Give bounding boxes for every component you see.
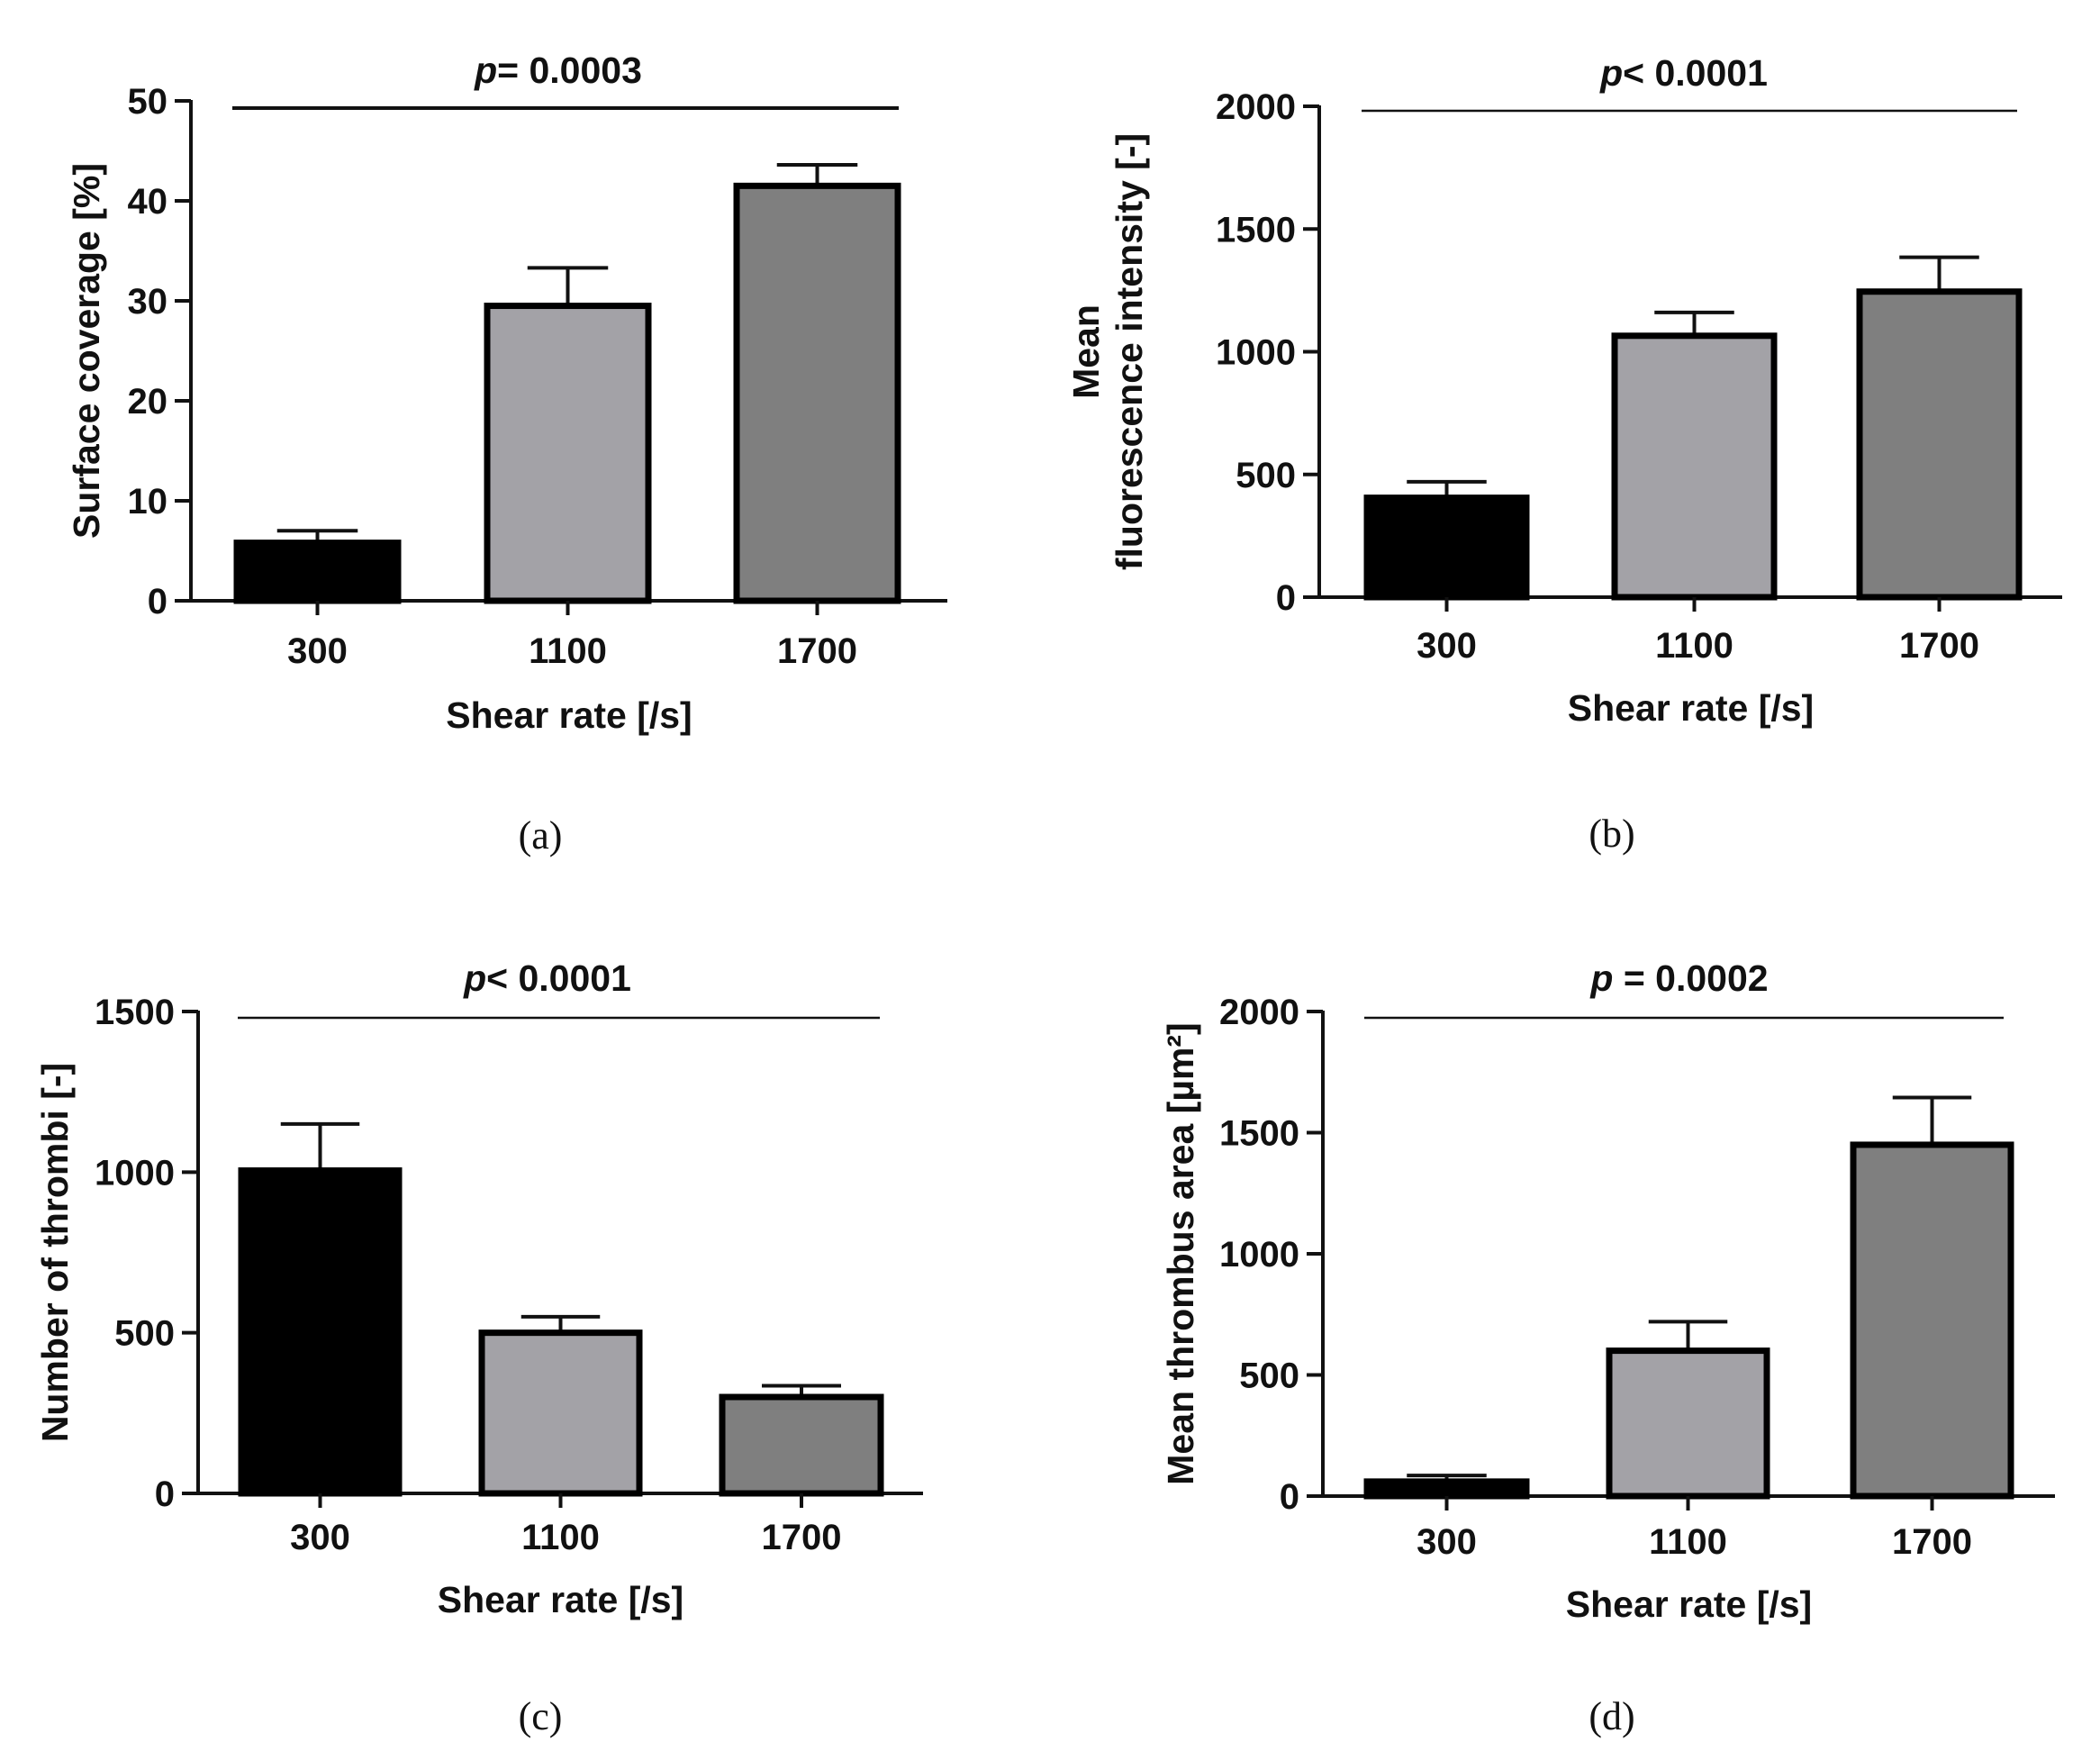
x-tick-label: 1100 bbox=[1649, 1522, 1727, 1562]
panel-caption: (d) bbox=[1589, 1694, 1634, 1738]
y-tick-label: 0 bbox=[155, 1474, 175, 1514]
bar-1700 bbox=[719, 1393, 884, 1497]
p-value-symbol: p bbox=[1589, 957, 1613, 999]
bar-1700 bbox=[1850, 1141, 2014, 1500]
y-axis-title: Number of thrombi [-] bbox=[34, 1063, 76, 1442]
y-axis-title-line: Surface coverage [%] bbox=[66, 163, 107, 539]
x-tick-label: 1700 bbox=[762, 1518, 842, 1557]
panel-caption: (a) bbox=[519, 813, 563, 857]
x-axis-title: Shear rate [/s] bbox=[446, 694, 692, 736]
y-tick-label: 0 bbox=[1280, 1477, 1299, 1517]
panel-caption: (b) bbox=[1589, 812, 1634, 856]
y-tick-label: 0 bbox=[1276, 578, 1296, 618]
p-value-symbol: p bbox=[463, 957, 486, 999]
y-axis-title: Surface coverage [%] bbox=[66, 163, 107, 539]
bar-300 bbox=[238, 1167, 403, 1497]
y-axis-title-line: Number of thrombi [-] bbox=[34, 1063, 76, 1442]
p-value-text: < 0.0001 bbox=[486, 957, 631, 999]
bar-1700 bbox=[733, 182, 901, 604]
p-value-text: = 0.0002 bbox=[1613, 957, 1768, 999]
p-value-text: = 0.0003 bbox=[497, 50, 642, 91]
p-value-label: p = 0.0002 bbox=[1589, 957, 1768, 999]
bar-300 bbox=[233, 540, 402, 604]
x-tick-label: 300 bbox=[1417, 626, 1477, 666]
y-tick-label: 500 bbox=[1239, 1356, 1299, 1396]
x-tick-label: 1100 bbox=[529, 631, 607, 671]
y-axis-title-line: Mean bbox=[1065, 304, 1107, 399]
p-value-label: p< 0.0001 bbox=[463, 957, 631, 999]
y-tick-label: 30 bbox=[128, 282, 168, 322]
y-tick-label: 1500 bbox=[1219, 1114, 1299, 1154]
panel-a: 0 10 20 30 40 50 300 1100 1700 Shear rate [/s] Sur… bbox=[66, 50, 947, 857]
bar-300 bbox=[1363, 494, 1530, 601]
p-value-label: p< 0.0001 bbox=[1599, 52, 1768, 94]
y-tick-label: 0 bbox=[148, 582, 167, 621]
y-tick-label: 1500 bbox=[1216, 210, 1296, 249]
y-tick-label: 50 bbox=[128, 82, 168, 122]
x-tick-label: 1700 bbox=[777, 631, 857, 671]
p-value-symbol: p bbox=[1599, 52, 1623, 94]
bar-1700 bbox=[1856, 288, 2023, 601]
bar-1100 bbox=[478, 1329, 643, 1497]
p-value-symbol: p bbox=[474, 50, 497, 91]
x-tick-label: 1700 bbox=[1899, 626, 1979, 666]
y-tick-label: 1000 bbox=[95, 1153, 175, 1193]
x-tick-label: 1700 bbox=[1892, 1522, 1972, 1562]
panel-d: 0 500 1000 1500 2000 300 1100 1700 Shear rate [/… bbox=[1160, 957, 2055, 1738]
y-tick-label: 2000 bbox=[1216, 87, 1296, 127]
y-axis-title: Meanfluorescence intensity [-] bbox=[1065, 133, 1150, 570]
y-tick-label: 20 bbox=[128, 382, 168, 422]
y-tick-label: 2000 bbox=[1219, 993, 1299, 1032]
x-axis-title: Shear rate [/s] bbox=[1566, 1583, 1812, 1625]
bar-1100 bbox=[484, 303, 652, 604]
y-axis-title-line: fluorescence intensity [-] bbox=[1109, 133, 1150, 570]
y-axis-title-line: Mean thrombus area [µm²] bbox=[1160, 1022, 1201, 1484]
bar-1100 bbox=[1606, 1347, 1770, 1500]
y-tick-label: 500 bbox=[1236, 456, 1296, 495]
x-tick-label: 1100 bbox=[521, 1518, 600, 1557]
x-tick-label: 300 bbox=[287, 631, 348, 671]
p-value-label: p= 0.0003 bbox=[474, 50, 642, 91]
y-tick-label: 40 bbox=[128, 182, 168, 222]
y-tick-label: 1500 bbox=[95, 993, 175, 1032]
x-tick-label: 300 bbox=[290, 1518, 350, 1557]
p-value-text: < 0.0001 bbox=[1623, 52, 1768, 94]
bar-300 bbox=[1363, 1478, 1530, 1500]
panel-c: 0 500 1000 1500 300 1100 1700 Shear rate [/s] Nu… bbox=[34, 957, 923, 1738]
bar-1100 bbox=[1611, 332, 1778, 601]
y-tick-label: 1000 bbox=[1216, 333, 1296, 373]
y-tick-label: 1000 bbox=[1219, 1235, 1299, 1275]
y-tick-label: 10 bbox=[128, 482, 168, 522]
panel-b: 0 500 1000 1500 2000 300 1100 1700 Shear rate [/… bbox=[1065, 52, 2062, 856]
x-axis-title: Shear rate [/s] bbox=[438, 1579, 683, 1620]
x-axis-title: Shear rate [/s] bbox=[1568, 687, 1814, 729]
y-axis-title: Mean thrombus area [µm²] bbox=[1160, 1022, 1201, 1484]
x-tick-label: 300 bbox=[1417, 1522, 1477, 1562]
panel-caption: (c) bbox=[519, 1694, 563, 1738]
x-tick-label: 1100 bbox=[1655, 626, 1733, 666]
y-tick-label: 500 bbox=[114, 1314, 175, 1354]
